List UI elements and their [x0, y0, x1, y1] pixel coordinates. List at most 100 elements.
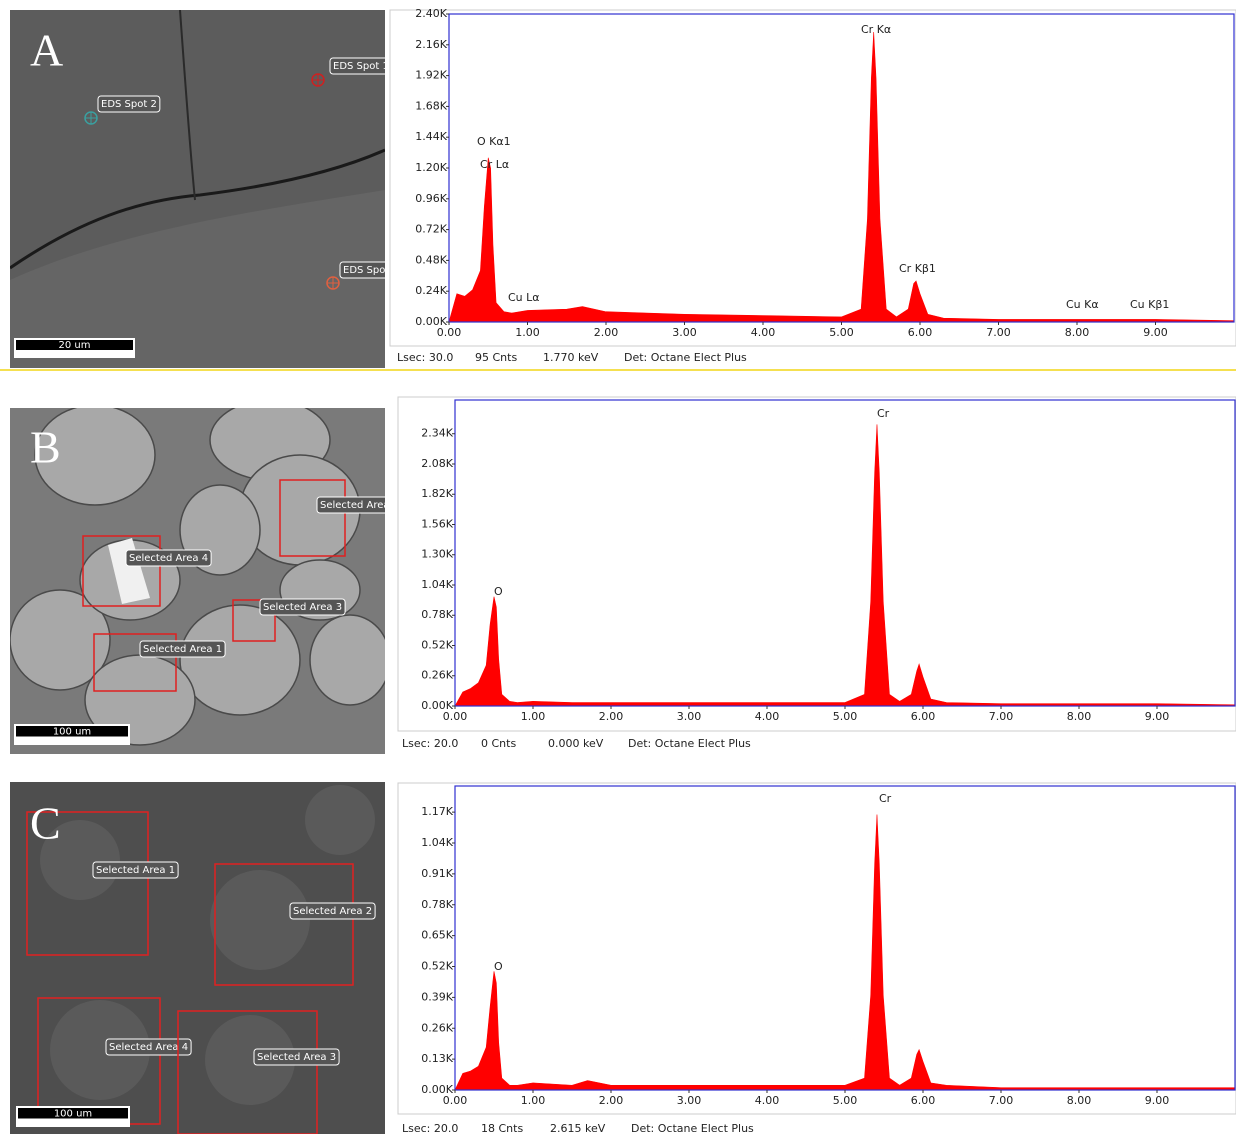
x-tick-label: 9.00: [1143, 326, 1168, 339]
x-tick-label: 7.00: [989, 1094, 1014, 1107]
y-tick-label: 1.68K: [415, 99, 447, 112]
y-tick-label: 2.34K: [421, 427, 453, 440]
x-tick-label: 5.00: [833, 1094, 858, 1107]
x-tick-label: 3.00: [677, 710, 702, 723]
y-tick-label: 0.39K: [421, 990, 453, 1003]
peak-label: Cu Kα: [1066, 298, 1099, 311]
y-tick-label: 1.04K: [421, 836, 453, 849]
chart-panel: [398, 397, 1236, 731]
status-text: Lsec: 30.0: [397, 351, 453, 364]
peak-label: Cr: [879, 792, 892, 805]
sem-image: [10, 400, 390, 754]
y-tick-label: 1.92K: [415, 69, 447, 82]
sem-image: [10, 10, 385, 368]
x-tick-label: 4.00: [751, 326, 776, 339]
peak-label: Cu Lα: [508, 291, 540, 304]
x-tick-label: 1.00: [515, 326, 540, 339]
y-tick-label: 0.48K: [415, 253, 447, 266]
status-text: 0.000 keV: [548, 737, 604, 750]
image-label: Selected Area 4: [129, 553, 208, 564]
y-tick-label: 0.96K: [415, 192, 447, 205]
x-tick-label: 0.00: [443, 710, 468, 723]
image-label: Selected Area 2: [320, 500, 399, 511]
image-label: Selected Area 1: [143, 644, 222, 655]
status-text: Det: Octane Elect Plus: [624, 351, 747, 364]
peak-label: Cu Kβ1: [1130, 298, 1169, 311]
y-tick-label: 0.26K: [421, 669, 453, 682]
y-tick-label: 0.91K: [421, 867, 453, 880]
y-tick-label: 0.26K: [421, 1021, 453, 1034]
peak-label: O: [494, 585, 503, 598]
x-tick-label: 8.00: [1067, 710, 1092, 723]
y-tick-label: 0.52K: [421, 638, 453, 651]
panel-label: B: [30, 422, 61, 473]
peak-label: O Kα1: [477, 135, 511, 148]
status-text: 0 Cnts: [481, 737, 516, 750]
x-tick-label: 4.00: [755, 710, 780, 723]
y-tick-label: 0.13K: [421, 1052, 453, 1065]
panel-label: C: [30, 798, 61, 849]
image-label: Selected Area 3: [257, 1052, 336, 1063]
figure: EDS Spot 1EDS Spot 2EDS Spot 320 umASele…: [0, 0, 1236, 1134]
status-text: 95 Cnts: [475, 351, 517, 364]
x-tick-label: 9.00: [1145, 710, 1170, 723]
image-label: Selected Area 2: [293, 906, 372, 917]
x-tick-label: 1.00: [521, 1094, 546, 1107]
x-tick-label: 8.00: [1065, 326, 1090, 339]
x-tick-label: 6.00: [911, 1094, 936, 1107]
y-tick-label: 2.08K: [421, 457, 453, 470]
image-label: Selected Area 4: [109, 1042, 188, 1053]
y-tick-label: 0.78K: [421, 608, 453, 621]
image-label: Selected Area 1: [96, 865, 175, 876]
y-tick-label: 1.17K: [421, 805, 453, 818]
status-text: Lsec: 20.0: [402, 737, 458, 750]
peak-label: Cr: [877, 407, 890, 420]
y-tick-label: 2.40K: [415, 7, 447, 20]
x-tick-label: 9.00: [1145, 1094, 1170, 1107]
y-tick-label: 0.65K: [421, 929, 453, 942]
x-tick-label: 6.00: [911, 710, 936, 723]
status-text: Det: Octane Elect Plus: [628, 737, 751, 750]
y-tick-label: 0.24K: [415, 284, 447, 297]
status-text: 18 Cnts: [481, 1122, 523, 1134]
x-tick-label: 7.00: [989, 710, 1014, 723]
y-tick-label: 2.16K: [415, 38, 447, 51]
x-tick-label: 0.00: [443, 1094, 468, 1107]
y-tick-label: 1.56K: [421, 517, 453, 530]
peak-label: O: [494, 960, 503, 973]
x-tick-label: 0.00: [437, 326, 462, 339]
y-tick-label: 1.44K: [415, 130, 447, 143]
x-tick-label: 3.00: [672, 326, 697, 339]
x-tick-label: 3.00: [677, 1094, 702, 1107]
y-tick-label: 1.04K: [421, 578, 453, 591]
chart-panel: [398, 783, 1236, 1114]
y-tick-label: 1.30K: [421, 548, 453, 561]
peak-label: Cr Lα: [480, 158, 509, 171]
x-tick-label: 5.00: [829, 326, 854, 339]
panel-label: A: [30, 25, 63, 76]
peak-label: Cr Kα: [861, 23, 891, 36]
x-tick-label: 7.00: [986, 326, 1011, 339]
x-tick-label: 2.00: [599, 1094, 624, 1107]
status-text: 2.615 keV: [550, 1122, 606, 1134]
y-tick-label: 0.72K: [415, 223, 447, 236]
x-tick-label: 2.00: [599, 710, 624, 723]
scale-bar-label: 100 um: [53, 726, 91, 737]
x-tick-label: 6.00: [908, 326, 933, 339]
scale-bar-label: 20 um: [59, 340, 91, 351]
image-label: Selected Area 3: [263, 602, 342, 613]
peak-label: Cr Kβ1: [899, 262, 936, 275]
status-text: 1.770 keV: [543, 351, 599, 364]
y-tick-label: 0.78K: [421, 898, 453, 911]
sem-image: [10, 782, 385, 1134]
scale-bar-label: 100 um: [54, 1108, 92, 1119]
x-tick-label: 1.00: [521, 710, 546, 723]
image-label: EDS Spot 2: [101, 99, 157, 110]
y-tick-label: 1.20K: [415, 161, 447, 174]
x-tick-label: 4.00: [755, 1094, 780, 1107]
image-label: EDS Spot 1: [333, 61, 389, 72]
status-text: Lsec: 20.0: [402, 1122, 458, 1134]
x-tick-label: 8.00: [1067, 1094, 1092, 1107]
x-tick-label: 2.00: [594, 326, 619, 339]
status-text: Det: Octane Elect Plus: [631, 1122, 754, 1134]
